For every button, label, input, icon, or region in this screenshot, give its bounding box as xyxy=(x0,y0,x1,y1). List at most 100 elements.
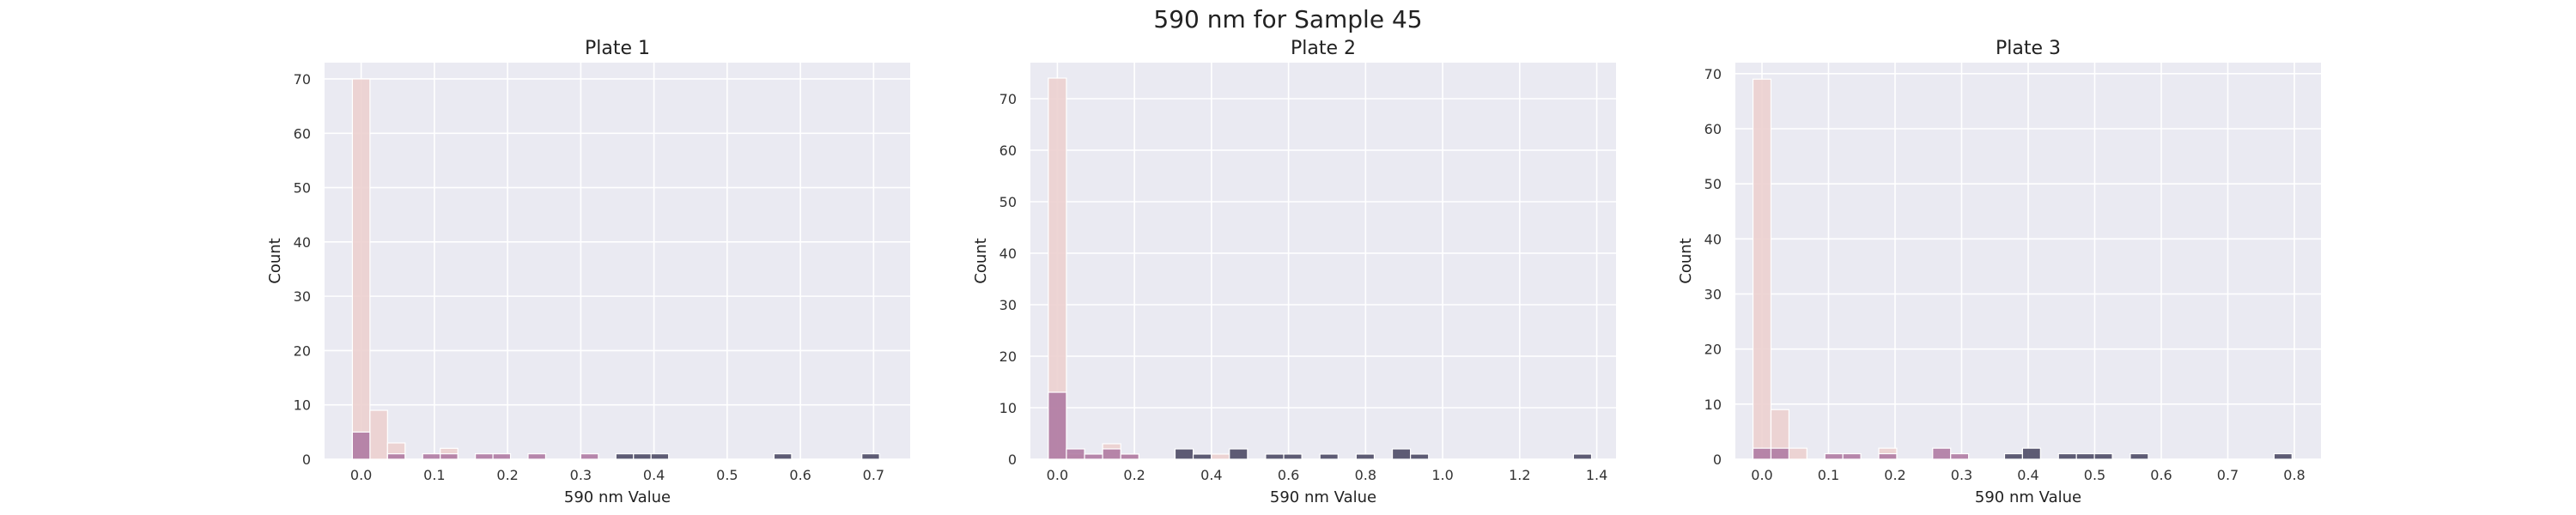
histogram-bar xyxy=(527,453,547,460)
y-axis-label: Count xyxy=(266,238,284,283)
y-tick-label: 60 xyxy=(999,142,1017,159)
histogram-bar xyxy=(1192,453,1212,460)
y-tick-label: 40 xyxy=(294,234,311,251)
x-tick-label: 1.0 xyxy=(1431,467,1453,483)
histogram-bar xyxy=(2003,452,2024,460)
figure-title: 590 nm for Sample 45 xyxy=(1153,5,1423,33)
x-tick-label: 0.1 xyxy=(1818,467,1839,483)
histogram-bar xyxy=(1752,78,1772,460)
x-tick-label: 0.1 xyxy=(423,467,445,483)
histogram-bar xyxy=(1066,448,1085,460)
histogram-bar xyxy=(440,453,459,460)
histogram-bar xyxy=(351,78,371,460)
y-tick-label: 40 xyxy=(1704,231,1722,247)
histogram-bar xyxy=(1355,453,1376,460)
y-tick-label: 20 xyxy=(294,342,311,359)
x-tick-label: 0.7 xyxy=(2217,467,2239,483)
histogram-bar xyxy=(492,453,512,460)
y-tick-label: 50 xyxy=(1704,176,1722,192)
histogram-bar xyxy=(351,431,371,460)
y-tick-label: 50 xyxy=(999,194,1017,210)
plot-area xyxy=(1030,63,1616,459)
plate-panel: 0.0 0.1 0.2 0.3 0.4 0.5 0.6 0.7 0.8 0 10 20 30 40 50 60… xyxy=(1677,38,2321,506)
panel-title: Plate 1 xyxy=(585,38,650,59)
x-tick-label: 0.4 xyxy=(643,467,665,483)
x-tick-label: 0.4 xyxy=(1200,467,1222,483)
histogram-bar xyxy=(1950,452,1970,460)
histogram-bar xyxy=(475,453,494,460)
histogram-bar xyxy=(2273,452,2293,460)
histogram-bar xyxy=(1319,453,1339,460)
histogram-bar xyxy=(1788,447,1807,460)
histogram-bar xyxy=(386,453,406,460)
y-tick-label: 60 xyxy=(294,125,311,142)
x-tick-label: 0.0 xyxy=(1751,467,1772,483)
x-tick-label: 0.6 xyxy=(1278,467,1299,483)
x-axis-label: 590 nm Value xyxy=(1975,488,2081,506)
x-tick-label: 1.2 xyxy=(1509,467,1530,483)
y-tick-label: 10 xyxy=(1704,397,1722,413)
panel-title: Plate 3 xyxy=(1996,38,2061,59)
y-axis-label: Count xyxy=(972,238,990,283)
histogram-bar xyxy=(1932,447,1952,460)
histogram-bar xyxy=(2057,452,2077,460)
histogram-bar xyxy=(2129,452,2149,460)
x-tick-label: 0.7 xyxy=(863,467,884,483)
x-tick-label: 0.3 xyxy=(570,467,592,483)
x-tick-label: 0.4 xyxy=(2017,467,2038,483)
x-tick-label: 0.0 xyxy=(350,467,372,483)
y-axis-label: Count xyxy=(1677,238,1695,283)
y-tick-label: 10 xyxy=(999,400,1017,416)
plate-panel: 0.0 0.1 0.2 0.3 0.4 0.5 0.6 0.7 0 10 20 30 40 50 60 70 P… xyxy=(266,38,910,506)
histogram-bar xyxy=(1102,448,1121,460)
histogram-bar xyxy=(1048,391,1067,460)
histogram-bar xyxy=(615,453,635,460)
histogram-bar xyxy=(650,453,670,460)
y-tick-label: 30 xyxy=(1704,287,1722,303)
y-tick-label: 30 xyxy=(999,297,1017,313)
y-tick-label: 70 xyxy=(1704,66,1722,82)
histogram-bar xyxy=(773,453,793,460)
plot-area xyxy=(325,63,910,459)
histogram-bar xyxy=(1084,453,1103,460)
x-axis-label: 590 nm Value xyxy=(1270,488,1376,506)
histogram-bar xyxy=(1229,448,1249,460)
histogram-bar xyxy=(1842,452,1862,460)
y-tick-label: 60 xyxy=(1704,121,1722,137)
y-tick-label: 70 xyxy=(294,71,311,88)
x-tick-label: 0.6 xyxy=(2150,467,2172,483)
histogram-bar xyxy=(369,409,388,460)
histogram-bar xyxy=(1752,447,1772,460)
x-tick-label: 0.3 xyxy=(1951,467,1972,483)
histogram-bar xyxy=(633,453,652,460)
y-tick-label: 40 xyxy=(999,245,1017,262)
y-tick-label: 10 xyxy=(294,397,311,414)
x-axis-label: 590 nm Value xyxy=(564,488,671,506)
histogram-bar xyxy=(1174,448,1194,460)
histogram-bar xyxy=(422,453,441,460)
y-tick-label: 30 xyxy=(294,288,311,305)
histogram-bar xyxy=(1120,453,1139,460)
histogram-bar xyxy=(2093,452,2113,460)
y-tick-label: 70 xyxy=(999,91,1017,107)
histogram-bar xyxy=(1572,453,1593,460)
x-tick-label: 0.2 xyxy=(1123,467,1145,483)
plate-panel: 0.0 0.2 0.4 0.6 0.8 1.0 1.2 1.4 0 10 20 30 40 50 60 70 P… xyxy=(972,38,1616,506)
y-tick-label: 0 xyxy=(302,451,311,468)
x-tick-label: 0.5 xyxy=(716,467,738,483)
x-tick-label: 0.6 xyxy=(789,467,811,483)
histogram-bar xyxy=(1770,447,1789,460)
x-tick-label: 0.2 xyxy=(496,467,518,483)
x-tick-label: 0.2 xyxy=(1884,467,1905,483)
y-tick-label: 20 xyxy=(1704,342,1722,358)
y-tick-label: 50 xyxy=(294,180,311,197)
histogram-bar xyxy=(861,453,880,460)
histogram-bar xyxy=(1211,453,1230,460)
x-tick-label: 0.8 xyxy=(1355,467,1376,483)
histogram-bar xyxy=(1824,452,1844,460)
histogram-bar xyxy=(1410,453,1430,460)
histogram-bar xyxy=(1265,453,1285,460)
histogram-bar xyxy=(1878,452,1898,460)
x-tick-label: 0.5 xyxy=(2084,467,2105,483)
